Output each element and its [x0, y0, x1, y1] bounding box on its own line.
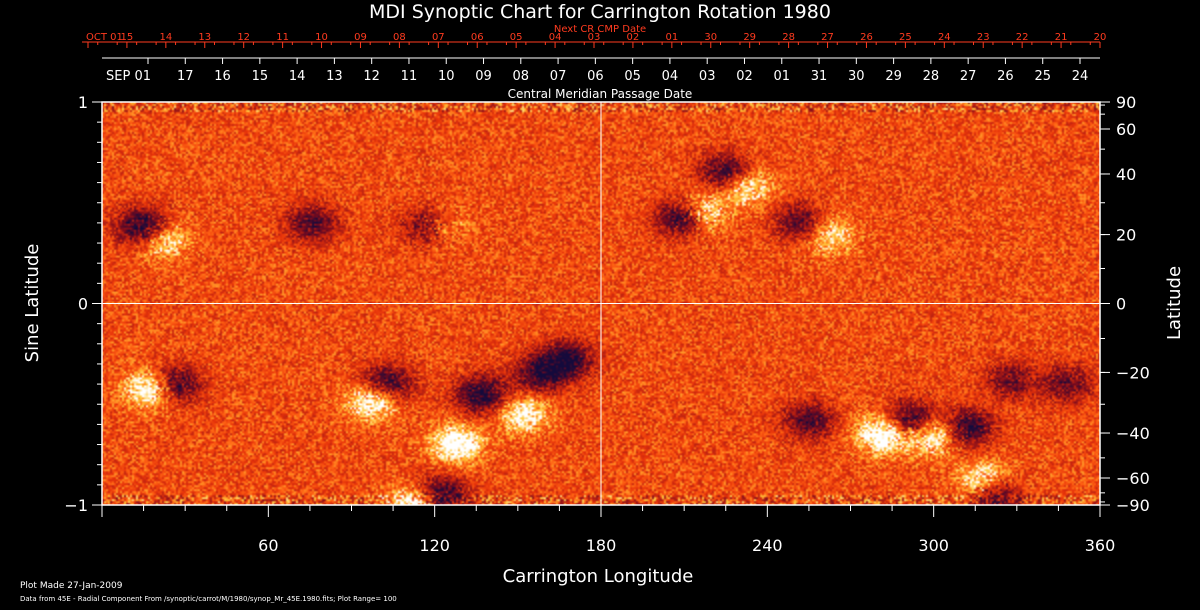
date-axis-tick-label: 02	[736, 69, 753, 84]
y-axis-label-left: Sine Latitude	[22, 244, 43, 363]
y-tick-label-right: 0	[1116, 295, 1126, 314]
top-axis-tick-label: 08	[393, 32, 406, 43]
y-axis-label-right: Latitude	[1164, 266, 1185, 340]
top-axis-tick-label: 11	[276, 32, 289, 43]
date-axis-tick-label: 27	[960, 69, 977, 84]
top-axis-tick-label: 14	[159, 32, 172, 43]
x-tick-label: 120	[419, 536, 450, 555]
y-tick-label-right: −60	[1116, 469, 1150, 488]
date-axis-tick-label: 06	[587, 69, 604, 84]
date-axis-tick-label: 14	[289, 69, 306, 84]
top-axis-tick-label: 28	[782, 32, 795, 43]
date-axis-tick-label: 05	[624, 69, 641, 84]
date-axis-tick-label: 16	[214, 69, 231, 84]
date-axis-tick-label: 12	[363, 69, 380, 84]
x-tick-label: 240	[752, 536, 783, 555]
y-tick-label-right: −20	[1116, 363, 1150, 382]
date-axis-tick-label: 09	[475, 69, 492, 84]
top-axis-tick-label: 07	[432, 32, 445, 43]
top-axis-tick-label: 30	[704, 32, 717, 43]
sine-latitude-axis: 1 0 −1	[64, 93, 102, 515]
top-axis-tick-label: 20	[1094, 32, 1107, 43]
top-axis-label: Next CR CMP Date	[554, 24, 646, 35]
date-axis-tick-label: 07	[550, 69, 567, 84]
top-axis-tick-label: 05	[510, 32, 523, 43]
date-axis-tick-label: 17	[177, 69, 194, 84]
y-tick-label-right: 20	[1116, 226, 1136, 245]
date-axis-tick-label: SEP 01	[106, 69, 151, 84]
top-axis-tick-label: 22	[1016, 32, 1029, 43]
date-axis-tick-label: 31	[811, 69, 828, 84]
top-axis-tick-label: 24	[938, 32, 951, 43]
top-axis-tick-label: 25	[899, 32, 912, 43]
y-tick-label-right: 60	[1116, 120, 1136, 139]
top-axis-tick-label: 21	[1055, 32, 1068, 43]
top-axis-tick-label: 02	[627, 32, 640, 43]
x-tick-label: 180	[586, 536, 617, 555]
top-axis-tick-label: 01	[665, 32, 678, 43]
date-axis-tick-label: 04	[662, 69, 679, 84]
top-axis-tick-label: 06	[471, 32, 484, 43]
y-tick-label-left: −1	[64, 496, 88, 515]
date-axis-tick-label: 28	[923, 69, 940, 84]
top-axis-tick-label: 09	[354, 32, 367, 43]
date-axis-tick-label: 10	[438, 69, 455, 84]
top-axis-tick-label: 10	[315, 32, 328, 43]
plot-made-note: Plot Made 27-Jan-2009	[20, 581, 123, 591]
date-axis-tick-label: 11	[401, 69, 418, 84]
latitude-axis: 90 60 40 20 0 −20 −40 −60 −90	[1100, 93, 1150, 515]
top-axis-tick-label: 12	[237, 32, 250, 43]
date-axis-tick-label: 25	[1034, 69, 1051, 84]
date-axis-tick-label: 24	[1072, 69, 1089, 84]
date-axis-tick-label: 15	[252, 69, 269, 84]
cmp-date-axis: SEP 01 17 16 15 14 13 12 11 10 09 08 07 06 05 04 03 02 01…	[102, 57, 1100, 84]
y-tick-label-right: −90	[1116, 496, 1150, 515]
x-axis-label: Carrington Longitude	[503, 566, 694, 587]
date-axis-tick-label: 13	[326, 69, 343, 84]
top-axis-tick-label: 03	[588, 32, 601, 43]
date-axis-label: Central Meridian Passage Date	[508, 87, 693, 101]
top-axis-tick-label: 13	[198, 32, 211, 43]
top-axis-tick-label: 27	[821, 32, 834, 43]
x-tick-label: 300	[918, 536, 949, 555]
longitude-axis: 60 120 180 240 300 360	[101, 505, 1116, 555]
date-axis-tick-label: 03	[699, 69, 716, 84]
y-tick-label-left: 1	[78, 93, 88, 112]
date-axis-tick-label: 26	[997, 69, 1014, 84]
date-axis-tick-label: 08	[513, 69, 530, 84]
date-axis-tick-label: 29	[885, 69, 902, 84]
x-tick-label: 360	[1085, 536, 1116, 555]
top-axis-tick-label: 29	[743, 32, 756, 43]
top-axis-tick-label: OCT 01	[86, 32, 123, 43]
data-source-note: Data from 45E - Radial Component From /s…	[20, 595, 397, 603]
date-axis-tick-label: 01	[773, 69, 790, 84]
y-tick-label-right: 40	[1116, 165, 1136, 184]
y-tick-label-right: 90	[1116, 93, 1136, 112]
x-tick-label: 60	[258, 536, 278, 555]
top-axis-tick-label: 26	[860, 32, 873, 43]
y-tick-label-right: −40	[1116, 424, 1150, 443]
top-axis-tick-label: 04	[549, 32, 562, 43]
top-axis-tick-label: 23	[977, 32, 990, 43]
chart-title: MDI Synoptic Chart for Carrington Rotati…	[369, 1, 831, 23]
y-tick-label-left: 0	[78, 295, 88, 314]
date-axis-tick-label: 30	[848, 69, 865, 84]
top-axis-tick-label: 15	[121, 32, 134, 43]
